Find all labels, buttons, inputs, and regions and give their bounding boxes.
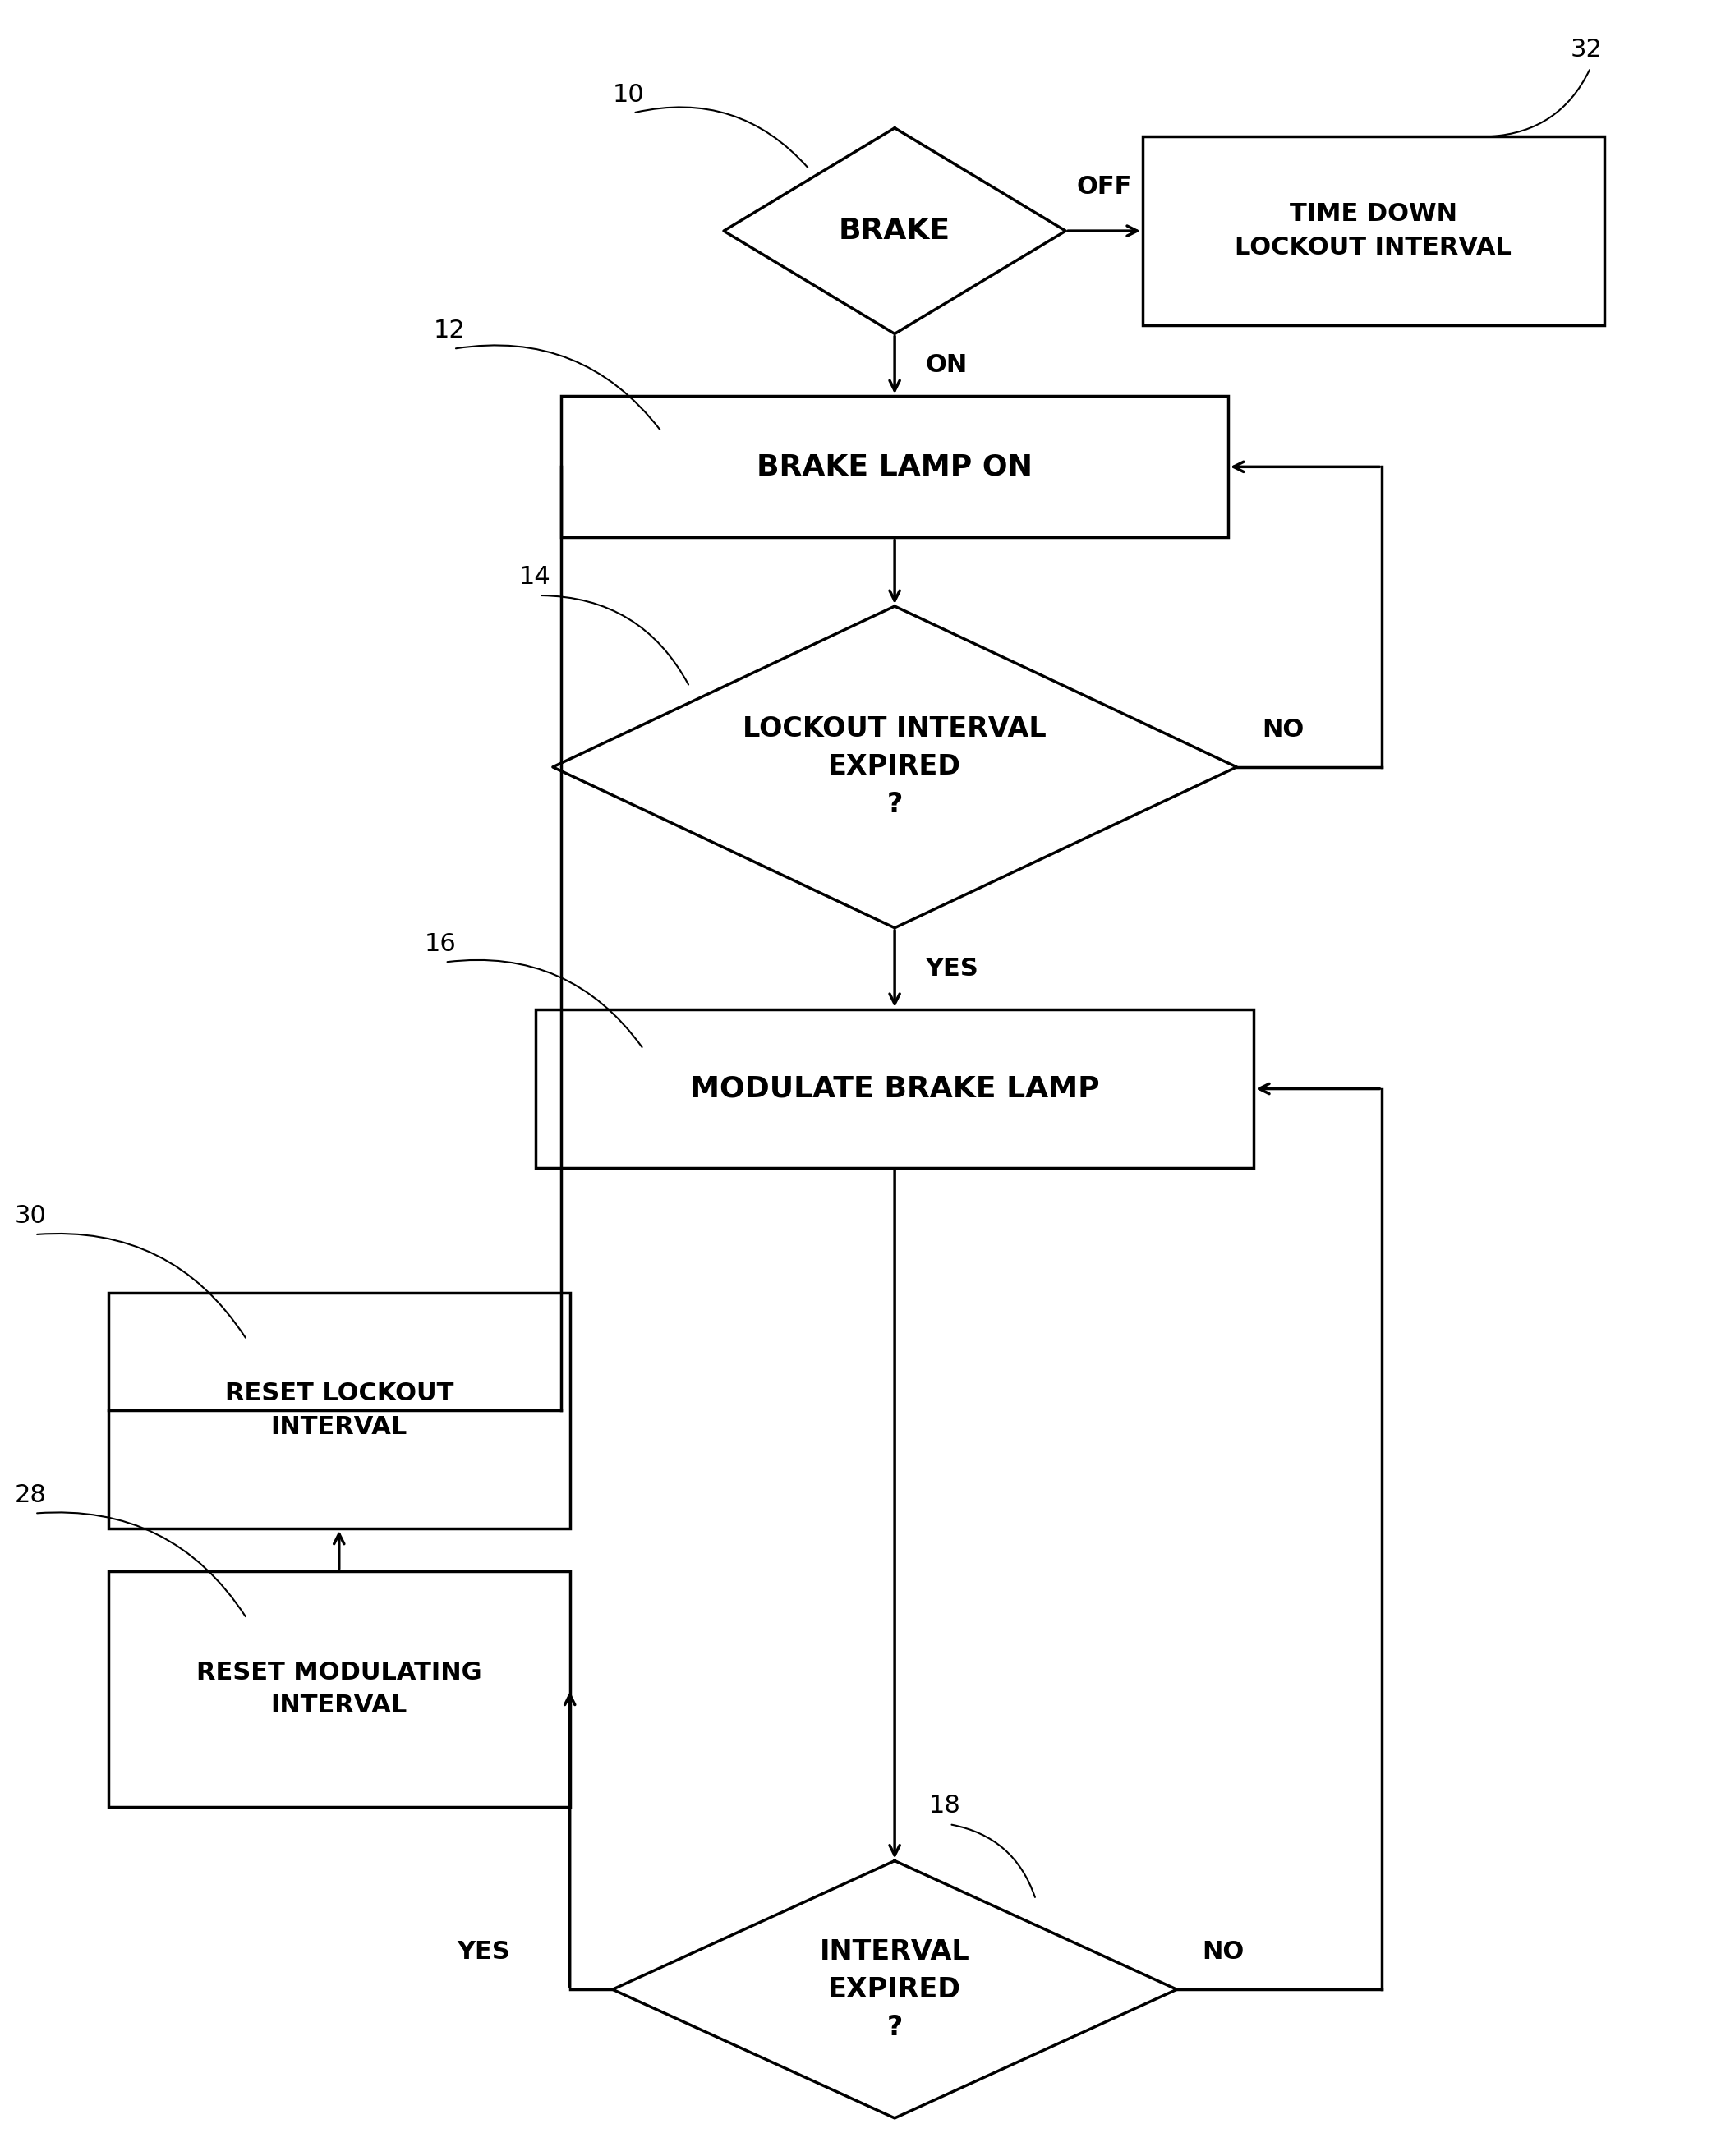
Text: 14: 14 (518, 565, 551, 589)
Bar (561, 397, 1229, 537)
Text: INTERVAL
EXPIRED
?: INTERVAL EXPIRED ? (819, 1938, 969, 2042)
Text: RESET LOCKOUT
INTERVAL: RESET LOCKOUT INTERVAL (225, 1382, 453, 1438)
Text: 12: 12 (434, 319, 465, 343)
Polygon shape (552, 606, 1237, 927)
Text: 28: 28 (14, 1483, 46, 1507)
Polygon shape (725, 127, 1065, 334)
Bar (535, 1009, 1253, 1169)
Text: BRAKE LAMP ON: BRAKE LAMP ON (757, 453, 1033, 481)
Text: NO: NO (1261, 718, 1305, 742)
Text: YES: YES (456, 1940, 509, 1964)
Text: MODULATE BRAKE LAMP: MODULATE BRAKE LAMP (690, 1074, 1100, 1102)
Text: 30: 30 (14, 1205, 46, 1229)
Polygon shape (613, 1861, 1177, 2117)
Text: NO: NO (1203, 1940, 1244, 1964)
Bar (108, 1291, 570, 1529)
Text: YES: YES (926, 957, 979, 981)
Text: LOCKOUT INTERVAL
EXPIRED
?: LOCKOUT INTERVAL EXPIRED ? (743, 716, 1046, 819)
Text: 18: 18 (929, 1794, 960, 1818)
Text: ON: ON (926, 354, 967, 377)
Text: BRAKE: BRAKE (838, 218, 950, 246)
Bar (108, 1572, 570, 1807)
Text: 16: 16 (425, 931, 456, 955)
Text: OFF: OFF (1076, 175, 1132, 198)
Bar (1143, 136, 1604, 326)
Text: RESET MODULATING
INTERVAL: RESET MODULATING INTERVAL (196, 1660, 482, 1718)
Text: 32: 32 (1570, 37, 1602, 63)
Text: TIME DOWN
LOCKOUT INTERVAL: TIME DOWN LOCKOUT INTERVAL (1236, 203, 1511, 259)
Text: 10: 10 (613, 82, 644, 106)
